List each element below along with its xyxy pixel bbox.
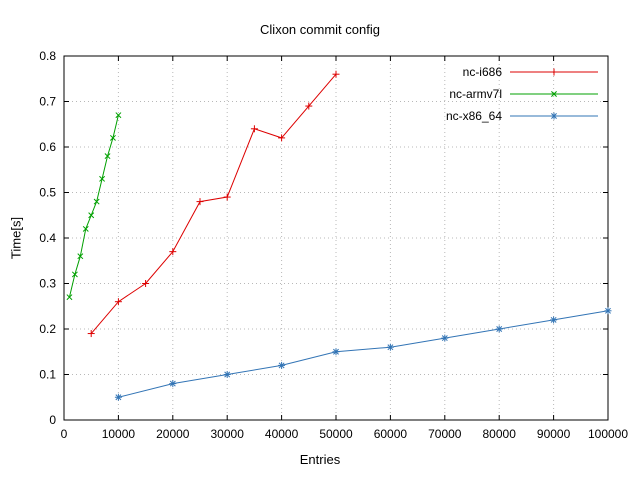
- x-marker-icon: [93, 198, 100, 205]
- x-tick-label: 70000: [428, 427, 462, 441]
- legend-item-nc-armv7l: nc-armv7l: [449, 87, 598, 101]
- x-tick-label: 60000: [374, 427, 408, 441]
- x-marker-icon: [71, 271, 78, 278]
- y-axis-label: Time[s]: [8, 216, 24, 260]
- y-tick-label: 0.8: [39, 49, 56, 63]
- x-tick-label: 40000: [265, 427, 299, 441]
- chart-title: Clixon commit config: [260, 22, 380, 37]
- x-tick-label: 20000: [156, 427, 190, 441]
- star-marker-icon: [332, 348, 340, 356]
- plus-marker-icon: [142, 280, 150, 287]
- star-marker-icon: [550, 316, 558, 324]
- axis-ticks: 0 10000 20000 30000 40000 50000 60000 70000 8000…: [39, 49, 628, 441]
- plus-marker-icon: [305, 102, 313, 110]
- x-tick-label: 10000: [102, 427, 136, 441]
- star-marker-icon: [169, 380, 177, 388]
- y-tick-label: 0.1: [39, 368, 56, 382]
- series-nc-x86_64: [114, 307, 612, 401]
- star-marker-icon: [550, 112, 558, 120]
- plus-marker-icon: [114, 298, 122, 306]
- plus-marker-icon: [278, 134, 286, 142]
- star-marker-icon: [223, 371, 231, 378]
- series-nc-armv7l: [66, 112, 122, 301]
- legend-label: nc-i686: [463, 65, 503, 79]
- y-tick-label: 0.7: [39, 95, 56, 109]
- x-marker-icon: [110, 134, 116, 141]
- x-marker-icon: [82, 225, 89, 232]
- x-marker-icon: [99, 175, 106, 182]
- x-marker-icon: [551, 91, 557, 97]
- plus-marker-icon: [550, 68, 558, 76]
- star-marker-icon: [604, 307, 612, 315]
- plus-marker-icon: [250, 125, 258, 133]
- x-axis-label: Entries: [299, 452, 341, 467]
- x-tick-label: 0: [61, 427, 68, 441]
- series-nc-i686: [87, 70, 340, 338]
- x-marker-icon: [77, 253, 84, 260]
- y-tick-label: 0.2: [39, 322, 56, 336]
- plus-marker-icon: [196, 198, 204, 206]
- star-marker-icon: [495, 325, 503, 333]
- x-marker-icon: [115, 112, 122, 119]
- legend-item-nc-x86_64: nc-x86_64: [446, 109, 598, 123]
- plus-marker-icon: [332, 70, 340, 78]
- legend-label: nc-x86_64: [446, 109, 502, 123]
- y-tick-label: 0: [49, 413, 56, 427]
- x-tick-label: 100000: [588, 427, 628, 441]
- legend-label: nc-armv7l: [449, 87, 502, 101]
- star-marker-icon: [386, 343, 394, 351]
- x-marker-icon: [88, 212, 95, 219]
- star-marker-icon: [441, 334, 449, 342]
- plus-marker-icon: [223, 193, 231, 201]
- x-tick-label: 80000: [483, 427, 517, 441]
- x-tick-label: 30000: [211, 427, 245, 441]
- x-marker-icon: [104, 153, 111, 160]
- y-tick-label: 0.6: [39, 140, 56, 154]
- x-tick-label: 90000: [537, 427, 571, 441]
- x-marker-icon: [66, 294, 73, 301]
- star-marker-icon: [278, 361, 286, 369]
- star-marker-icon: [114, 393, 122, 401]
- x-tick-label: 50000: [319, 427, 353, 441]
- plus-marker-icon: [87, 330, 95, 338]
- y-tick-label: 0.4: [39, 231, 56, 245]
- y-tick-label: 0.3: [39, 277, 56, 291]
- y-tick-label: 0.5: [39, 186, 56, 200]
- plus-marker-icon: [169, 248, 177, 256]
- legend-item-nc-i686: nc-i686: [463, 65, 598, 79]
